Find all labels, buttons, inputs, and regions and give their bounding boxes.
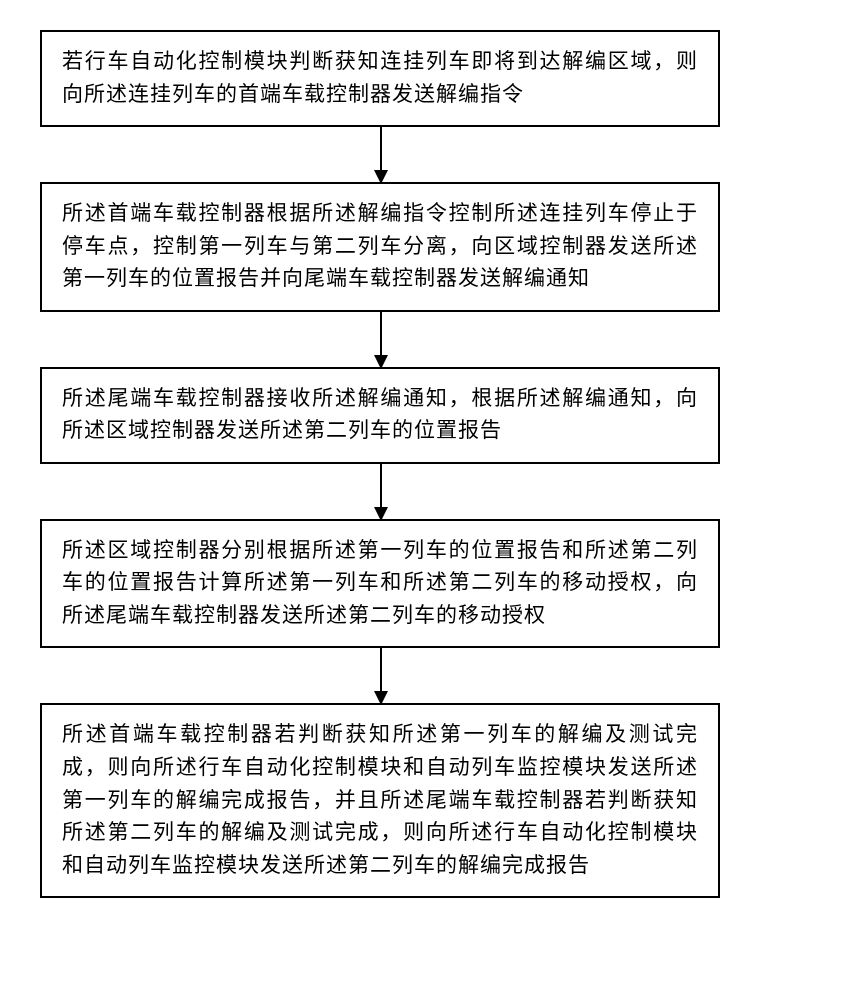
step-text: 所述首端车载控制器根据所述解编指令控制所述连挂列车停止于停车点，控制第一列车与第…	[62, 198, 698, 296]
step-s103: 所述尾端车载控制器接收所述解编通知，根据所述解编通知，向所述区域控制器发送所述第…	[40, 367, 827, 464]
step-s101: 若行车自动化控制模块判断获知连挂列车即将到达解编区域，则向所述连挂列车的首端车载…	[40, 30, 827, 127]
step-box: 所述尾端车载控制器接收所述解编通知，根据所述解编通知，向所述区域控制器发送所述第…	[40, 367, 720, 464]
step-box: 所述首端车载控制器根据所述解编指令控制所述连挂列车停止于停车点，控制第一列车与第…	[40, 182, 720, 312]
step-box: 所述首端车载控制器若判断获知所述第一列车的解编及测试完成，则向所述行车自动化控制…	[40, 703, 720, 898]
connector-arrow	[380, 312, 382, 367]
flowchart-container: 若行车自动化控制模块判断获知连挂列车即将到达解编区域，则向所述连挂列车的首端车载…	[40, 30, 827, 898]
connector-arrow	[380, 648, 382, 703]
connector-arrow	[380, 127, 382, 182]
step-text: 所述区域控制器分别根据所述第一列车的位置报告和所述第二列车的位置报告计算所述第一…	[62, 535, 698, 633]
connector-arrow	[380, 464, 382, 519]
step-box: 若行车自动化控制模块判断获知连挂列车即将到达解编区域，则向所述连挂列车的首端车载…	[40, 30, 720, 127]
step-text: 所述尾端车载控制器接收所述解编通知，根据所述解编通知，向所述区域控制器发送所述第…	[62, 383, 698, 448]
step-text: 所述首端车载控制器若判断获知所述第一列车的解编及测试完成，则向所述行车自动化控制…	[62, 719, 698, 882]
step-text: 若行车自动化控制模块判断获知连挂列车即将到达解编区域，则向所述连挂列车的首端车载…	[62, 46, 698, 111]
step-s102: 所述首端车载控制器根据所述解编指令控制所述连挂列车停止于停车点，控制第一列车与第…	[40, 182, 827, 312]
step-box: 所述区域控制器分别根据所述第一列车的位置报告和所述第二列车的位置报告计算所述第一…	[40, 519, 720, 649]
step-s105: 所述首端车载控制器若判断获知所述第一列车的解编及测试完成，则向所述行车自动化控制…	[40, 703, 827, 898]
step-s104: 所述区域控制器分别根据所述第一列车的位置报告和所述第二列车的位置报告计算所述第一…	[40, 519, 827, 649]
